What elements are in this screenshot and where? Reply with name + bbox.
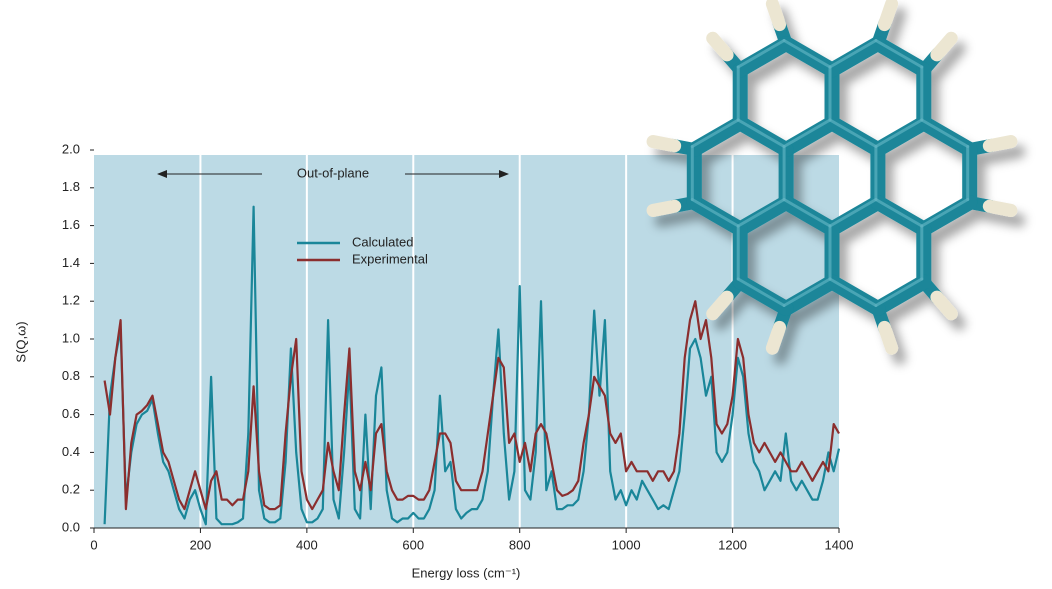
x-tick-label: 1200 — [718, 537, 747, 552]
bond-cc — [832, 123, 878, 150]
bond-cc — [924, 203, 970, 230]
bond-cc — [878, 123, 924, 150]
bond-cc — [878, 203, 924, 230]
x-tick-label: 0 — [90, 537, 97, 552]
hydrogen — [653, 142, 675, 146]
bond-cc — [832, 44, 878, 71]
y-tick-label: 1.2 — [62, 293, 80, 308]
bond-cc — [694, 123, 740, 150]
y-tick-label: 1.8 — [62, 179, 80, 194]
annotation: Out-of-plane — [297, 165, 369, 180]
bond-cc — [786, 44, 832, 71]
hydrogen — [653, 206, 675, 210]
chart: 0 200 400 600 800 1000 1200 1400 0.0 0.2 0.4 0.6 0.8… — [0, 0, 1052, 584]
hydrogen — [772, 4, 779, 25]
hydrogen — [937, 297, 951, 314]
legend-label: Calculated — [352, 234, 413, 249]
x-tick-label: 600 — [402, 537, 424, 552]
y-tick-label: 0.0 — [62, 519, 80, 534]
y-tick-label: 0.8 — [62, 368, 80, 383]
x-axis-label: Energy loss (cm⁻¹) — [412, 565, 521, 580]
hydrogen — [884, 4, 891, 25]
bond-cc — [924, 123, 970, 150]
hydrogen — [772, 327, 779, 348]
x-tick-label: 1400 — [825, 537, 854, 552]
y-tick-label: 0.4 — [62, 444, 80, 459]
y-tick-label: 1.0 — [62, 330, 80, 345]
x-tick-label: 800 — [509, 537, 531, 552]
y-tick-label: 0.6 — [62, 406, 80, 421]
x-tick-label: 1000 — [612, 537, 641, 552]
y-tick-label: 0.2 — [62, 482, 80, 497]
hydrogen — [989, 142, 1011, 146]
y-axis-label: S(Q,ω) — [13, 321, 28, 362]
x-tick-label: 200 — [190, 537, 212, 552]
hydrogen — [884, 327, 891, 348]
y-tick-label: 2.0 — [62, 141, 80, 156]
bond-cc — [878, 44, 924, 71]
bond-cc — [786, 123, 832, 150]
bond-cc — [740, 44, 786, 71]
hydrogen — [989, 206, 1011, 210]
page: 0 200 400 600 800 1000 1200 1400 0.0 0.2 0.4 0.6 0.8… — [0, 0, 1052, 589]
hydrogen — [713, 38, 727, 55]
legend-label: Experimental — [352, 251, 428, 266]
bond-cc — [740, 123, 786, 150]
plot-background — [94, 155, 839, 528]
y-tick-label: 1.6 — [62, 217, 80, 232]
y-tick-label: 1.4 — [62, 255, 80, 270]
bond-cc — [878, 282, 924, 309]
hydrogen — [937, 38, 951, 55]
x-tick-label: 400 — [296, 537, 318, 552]
